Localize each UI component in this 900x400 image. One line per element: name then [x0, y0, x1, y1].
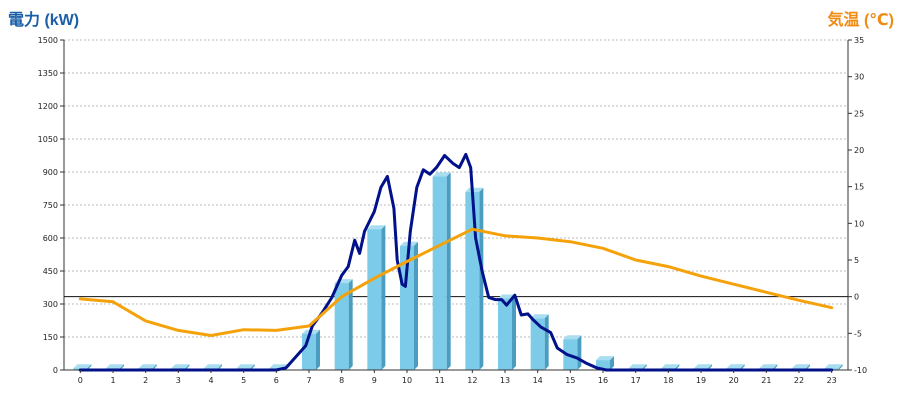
x-tick-label: 16	[598, 376, 608, 385]
x-tick-label: 1	[110, 376, 115, 385]
left-tick-label: 300	[43, 300, 58, 309]
right-tick-label: -5	[854, 329, 862, 338]
temperature-line	[78, 227, 834, 337]
right-tick-label: 20	[854, 146, 864, 155]
bar-top	[628, 364, 647, 369]
bar-top	[530, 314, 549, 319]
right-tick-label: 5	[854, 256, 859, 265]
left-axis-title: 電力 (kW)	[8, 12, 80, 29]
bar-side	[316, 329, 320, 370]
right-tick-label: 0	[854, 293, 859, 302]
x-tick-label: 8	[339, 376, 344, 385]
left-tick-label: 1500	[38, 36, 58, 45]
bar-top	[792, 364, 810, 369]
bar-side	[348, 279, 353, 370]
left-tick-label: 1050	[38, 135, 58, 144]
x-tick-label: 5	[241, 376, 246, 385]
bar-side	[381, 225, 386, 370]
left-tick-label: 0	[53, 366, 58, 375]
x-tick-label: 9	[372, 376, 377, 385]
bar	[400, 245, 414, 370]
bar-side	[446, 172, 451, 370]
x-tick-label: 22	[794, 376, 804, 385]
bar	[334, 283, 349, 370]
x-tick-label: 14	[533, 376, 543, 385]
bar-top	[432, 172, 451, 177]
bar-top	[596, 356, 614, 361]
x-tick-label: 0	[78, 376, 83, 385]
x-tick-label: 18	[663, 376, 673, 385]
bar-top	[138, 364, 157, 369]
x-tick-label: 15	[565, 376, 575, 385]
bar-side	[838, 364, 843, 370]
bar-side	[479, 187, 484, 370]
bar-top	[236, 364, 255, 369]
right-tick-label: 25	[854, 109, 864, 118]
x-tick-label: 13	[500, 376, 510, 385]
left-tick-label: 750	[43, 201, 58, 210]
bar-top	[726, 364, 745, 369]
left-tick-label: 900	[43, 168, 58, 177]
bar-side	[577, 335, 582, 370]
bar-top	[106, 364, 124, 369]
bar	[465, 191, 480, 370]
bar	[596, 360, 610, 370]
right-tick-label: -10	[854, 366, 867, 375]
right-tick-label: 15	[854, 183, 864, 192]
left-tick-label: 600	[43, 234, 58, 243]
bar	[530, 318, 545, 370]
x-tick-label: 11	[435, 376, 445, 385]
x-tick-label: 3	[176, 376, 181, 385]
bar-side	[414, 241, 418, 370]
x-tick-label: 10	[402, 376, 412, 385]
bar	[367, 229, 382, 370]
bar-top	[759, 364, 778, 369]
x-tick-label: 17	[631, 376, 641, 385]
bar-top	[367, 225, 386, 230]
power-line	[78, 152, 834, 372]
left-tick-label: 1350	[38, 69, 58, 78]
x-tick-label: 19	[696, 376, 706, 385]
left-tick-label: 450	[43, 267, 58, 276]
x-tick-label: 7	[306, 376, 311, 385]
bar-side	[610, 356, 614, 370]
bar	[498, 298, 512, 370]
x-tick-label: 12	[467, 376, 477, 385]
right-tick-label: 30	[854, 73, 864, 82]
bar	[432, 176, 447, 370]
right-tick-label: 10	[854, 219, 864, 228]
x-tick-label: 6	[274, 376, 279, 385]
bar-top	[661, 364, 680, 369]
bar-top	[694, 364, 712, 369]
right-axis-title: 気温 (℃)	[827, 12, 894, 29]
bar-side	[512, 294, 516, 370]
bar-side	[544, 314, 549, 370]
left-tick-label: 1200	[38, 102, 58, 111]
bar-top	[204, 364, 222, 369]
bar-top	[465, 187, 484, 192]
x-tick-label: 21	[761, 376, 771, 385]
bar-top	[73, 364, 92, 369]
x-tick-label: 2	[143, 376, 148, 385]
right-tick-label: 35	[854, 36, 864, 45]
x-tick-label: 23	[827, 376, 837, 385]
bar-top	[171, 364, 190, 369]
x-tick-label: 4	[208, 376, 213, 385]
left-tick-label: 150	[43, 333, 58, 342]
bar-top	[824, 364, 843, 369]
bar-top	[563, 335, 582, 340]
x-tick-label: 20	[729, 376, 739, 385]
